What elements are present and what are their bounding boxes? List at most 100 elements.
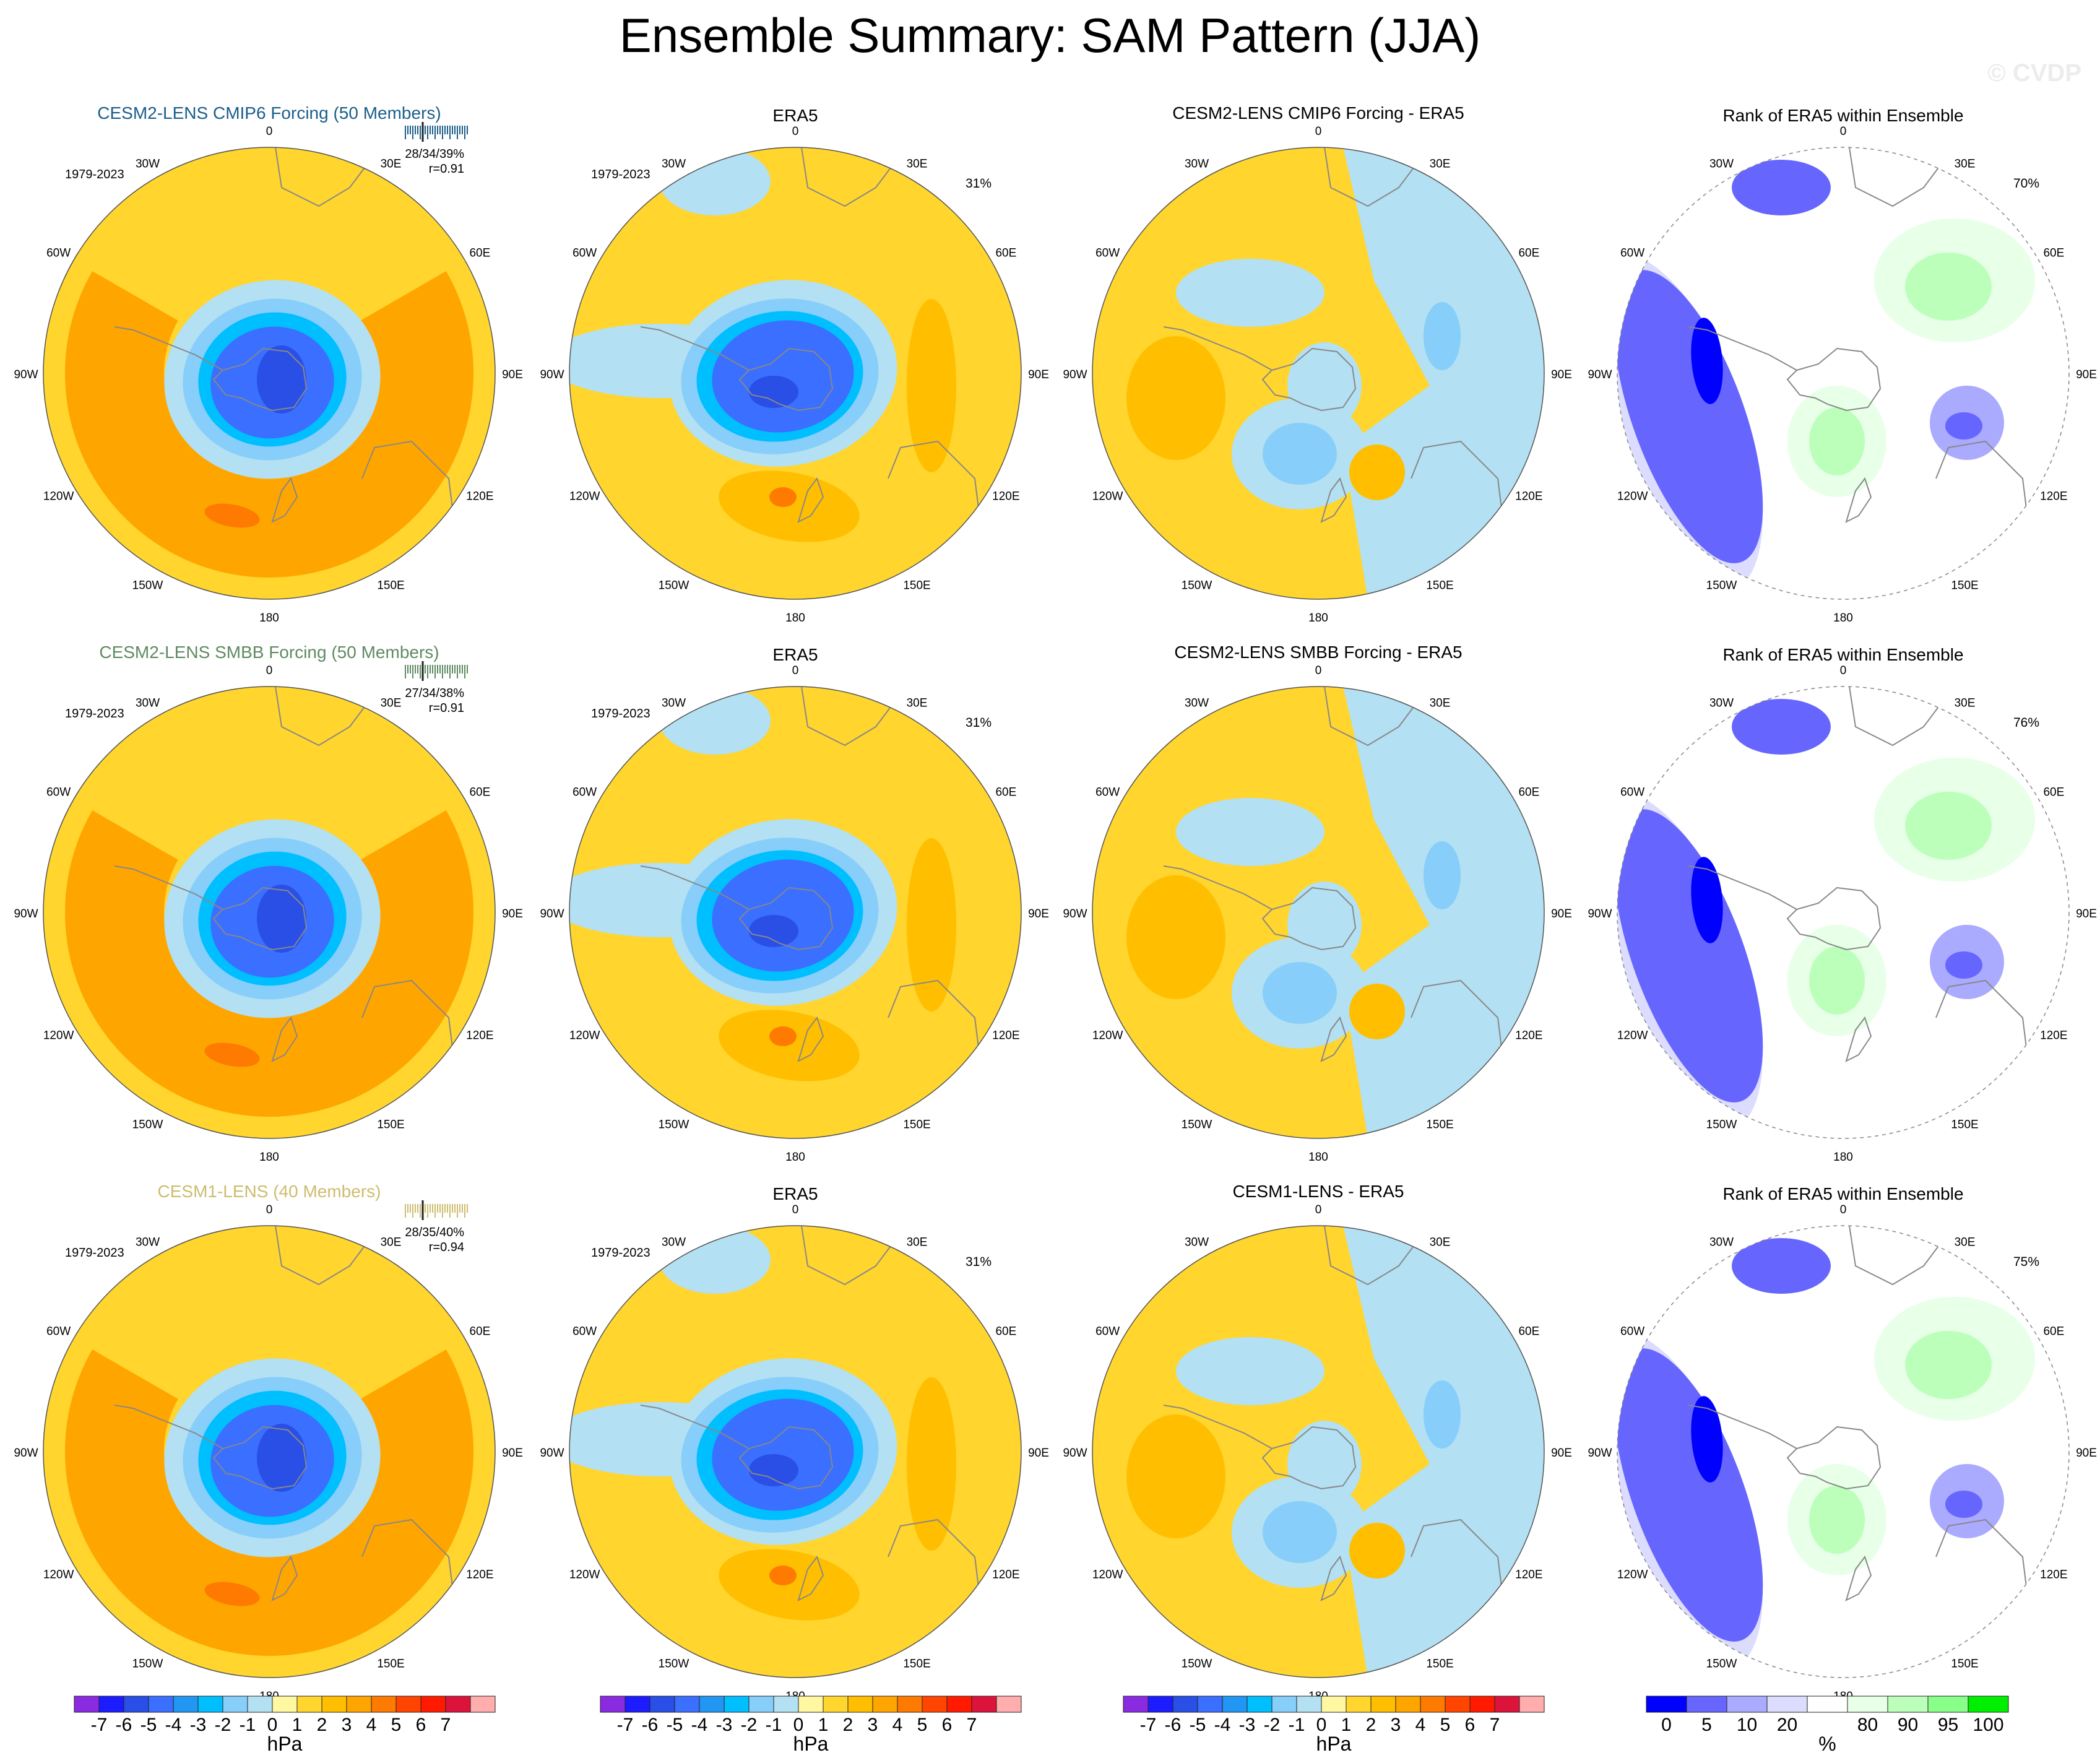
north-low-rank [1732, 160, 1831, 215]
grid-label: 30W [662, 1236, 686, 1249]
grid-label: 150W [1706, 1118, 1737, 1131]
africa-outline [1324, 1226, 1418, 1286]
model-title: CESM1-LENS (40 Members) [158, 1182, 381, 1201]
east-low-rank-core [1945, 1491, 1982, 1518]
grid-label: 90W [1588, 368, 1612, 381]
west-low-rank [1617, 809, 1763, 1102]
pct-text: 28/34/39% [405, 147, 464, 161]
colorbar-tick: -2 [215, 1715, 231, 1735]
grid-label: 120E [992, 1569, 1019, 1582]
colorbar-swatch [1172, 1696, 1198, 1713]
grid-label: 150W [1182, 1118, 1212, 1131]
east-low-rank-core [1945, 412, 1982, 440]
diff-title: CESM2-LENS SMBB Forcing - ERA5 [1174, 643, 1462, 662]
africa-outline [275, 1226, 369, 1286]
grid-label: 150E [1426, 1118, 1453, 1131]
antarctica-outline [212, 347, 308, 412]
colorbar-tick: 7 [441, 1715, 451, 1735]
colorbar-tick: 100 [1973, 1715, 2003, 1735]
grid-label: 90W [540, 907, 564, 920]
south-america-outline [1163, 1405, 1273, 1449]
grid-label: 0 [1840, 125, 1847, 138]
r-text: r=0.94 [429, 1241, 464, 1254]
grid-label: 60E [2043, 247, 2064, 260]
south-east-positive [1349, 984, 1405, 1039]
africa-outline [1324, 687, 1418, 747]
colorbar-tick: 5 [1701, 1715, 1712, 1735]
grid-label: 30W [1185, 697, 1209, 710]
diff-title: CESM1-LENS - ERA5 [1233, 1182, 1404, 1201]
colorbar-tick: 1 [818, 1715, 829, 1735]
colorbar-swatch [1766, 1696, 1808, 1713]
grid-label: 180 [1308, 1151, 1328, 1164]
colorbar-swatch [624, 1696, 650, 1713]
south-peak [769, 1566, 797, 1585]
panels-layer: 0 30E 60E 90E 120E 150E 180 150W 120W 90W 60W 30W 19… [14, 103, 2096, 1703]
colorbar-tick: 0 [1316, 1715, 1327, 1735]
colorbar-hpa: -7 -6 -5 -4 -3 -2 -1 0 1 2 3 4 5 6 7 hPa [600, 1696, 1022, 1755]
africa-outline [275, 687, 369, 747]
grid-label: 90W [540, 1447, 564, 1460]
east-high [907, 838, 956, 1011]
grid-label: 180 [1308, 612, 1328, 625]
new-zealand-outline [271, 1555, 298, 1601]
colorbar-tick: 4 [892, 1715, 903, 1735]
grid-label: 60E [1518, 786, 1539, 799]
south-america-outline [1688, 326, 1797, 371]
grid-label: 0 [1315, 125, 1322, 138]
new-zealand-outline [271, 477, 298, 523]
colorbar-swatch [1494, 1696, 1520, 1713]
grid-label: 30W [136, 697, 160, 710]
south-peak [769, 487, 797, 507]
map-border [1092, 686, 1545, 1139]
colorbar-tick: 0 [267, 1715, 278, 1735]
colorbar-tick: 1 [1341, 1715, 1352, 1735]
grid-label: 30E [1955, 697, 1976, 710]
colorbar-tick: -4 [165, 1715, 182, 1735]
grid-label: 120E [1515, 1569, 1542, 1582]
grid-label: 90E [502, 1447, 523, 1460]
colorbar-swatch [74, 1696, 100, 1713]
north-east-high-rank-core [1905, 792, 1992, 860]
colorbar-swatch [1296, 1696, 1322, 1713]
central-high-rank-core [1809, 1486, 1865, 1554]
grid-label: 120E [2040, 490, 2067, 503]
grid-label: 0 [792, 125, 799, 138]
south-america-outline [640, 1405, 750, 1449]
colorbar-tick: -1 [1289, 1715, 1305, 1735]
new-zealand-outline [1845, 477, 1872, 523]
cvdp-watermark: © CVDP [1987, 59, 2081, 87]
grid-label: 120E [992, 490, 1019, 503]
grid-label: 150E [1951, 1657, 1978, 1670]
east-negative-core [1424, 841, 1461, 909]
ring-peak [204, 1582, 260, 1606]
map-border [569, 686, 1022, 1139]
grid-label: 0 [1315, 664, 1322, 677]
grid-label: 180 [1833, 1151, 1853, 1164]
grid-label: 90E [2076, 907, 2097, 920]
grid-label: 120W [43, 490, 74, 503]
grid-label: 60E [995, 247, 1016, 260]
grid-label: 90E [1028, 907, 1049, 920]
grid-label: 60E [995, 786, 1016, 799]
colorbar-unit: hPa [267, 1733, 303, 1755]
pct-text: 28/35/40% [405, 1226, 464, 1239]
colorbar-swatch [773, 1696, 799, 1713]
low-core [749, 915, 798, 947]
south-america-outline [114, 1405, 223, 1449]
central-high-rank-core [1809, 407, 1865, 475]
colorbar-tick: -1 [766, 1715, 782, 1735]
low-4 [712, 1398, 854, 1511]
colorbar-swatch [1469, 1696, 1495, 1713]
colorbar-tick: 7 [967, 1715, 977, 1735]
map-border [1617, 1225, 2070, 1678]
grid-label: 60E [469, 247, 490, 260]
new-zealand-outline [797, 1016, 824, 1062]
era5-title: ERA5 [772, 645, 818, 664]
north-negative [1176, 798, 1324, 866]
central-high-rank-core [1809, 946, 1865, 1015]
grid-label: 30W [1709, 697, 1734, 710]
years-label: 1979-2023 [591, 707, 650, 721]
colorbar-swatch [847, 1696, 873, 1713]
model-title: CESM2-LENS SMBB Forcing (50 Members) [99, 643, 439, 662]
